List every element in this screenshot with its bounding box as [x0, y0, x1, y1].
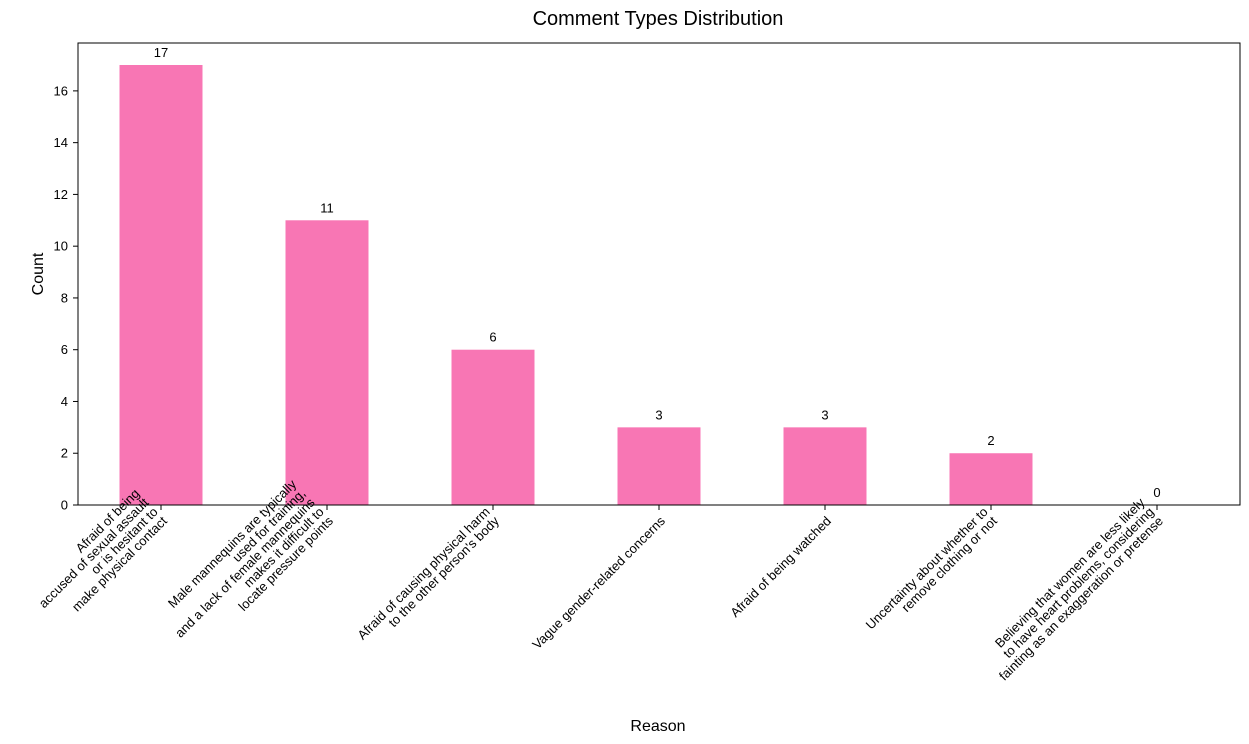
bar-value-label: 3: [821, 407, 828, 422]
bar-value-label: 2: [987, 433, 994, 448]
bar-value-label: 6: [489, 330, 496, 345]
x-tick-label-line: to the other person's body: [385, 513, 502, 630]
x-tick-label: Believing that women are less likelyto h…: [978, 495, 1167, 684]
bar-value-label: 11: [320, 200, 334, 215]
chart-title: Comment Types Distribution: [533, 8, 784, 30]
y-tick-label: 12: [54, 187, 68, 202]
bar-value-label: 17: [154, 45, 168, 60]
x-tick-label-line: Afraid of causing physical harm: [354, 504, 492, 642]
y-tick-label: 14: [54, 135, 68, 150]
bar: [451, 349, 535, 505]
x-tick-label-line: Afraid of being watched: [727, 513, 834, 620]
x-tick-label-line: Believing that women are less likely: [992, 495, 1148, 651]
y-tick-label: 0: [61, 498, 68, 513]
y-tick-label: 16: [54, 83, 68, 98]
x-tick-label-line: and a lack of female mannequins: [172, 495, 318, 641]
y-tick-label: 6: [61, 342, 68, 357]
x-tick-label: Afraid of being watched: [727, 513, 834, 620]
bar: [119, 65, 203, 505]
y-tick-label: 8: [61, 290, 68, 305]
x-tick-label: Afraid of causing physical harmto the ot…: [354, 504, 502, 652]
bar: [617, 427, 701, 505]
x-tick-label: Vague gender-related concerns: [529, 513, 668, 652]
y-tick-label: 4: [61, 394, 68, 409]
x-tick-label-line: remove clothing or not: [898, 513, 1000, 615]
y-tick-label: 2: [61, 446, 68, 461]
y-axis-title: Count: [30, 252, 47, 295]
x-tick-label-line: to have heart problems, considering: [1000, 504, 1157, 661]
x-tick-label-line: Vague gender-related concerns: [529, 513, 668, 652]
x-tick-label-line: Uncertainty about whether to: [863, 504, 991, 632]
bar-value-label: 0: [1153, 485, 1160, 500]
plot-area: 17 11 6 3 3 2 0 0 2 4 6 8 10 12 14 16 Afraid of beingacc…: [26, 42, 1241, 684]
bar: [285, 220, 369, 505]
y-tick-label: 10: [54, 239, 68, 254]
x-axis-title: Reason: [630, 718, 685, 735]
x-tick-label-line: fainting as an exaggeration or pretense: [996, 513, 1166, 683]
bar: [783, 427, 867, 505]
bar-value-label: 3: [655, 407, 662, 422]
x-tick-label: Afraid of beingaccused of sexual assault…: [26, 485, 170, 629]
bar: [949, 453, 1033, 505]
x-tick-label: Uncertainty about whether toremove cloth…: [863, 504, 1001, 642]
